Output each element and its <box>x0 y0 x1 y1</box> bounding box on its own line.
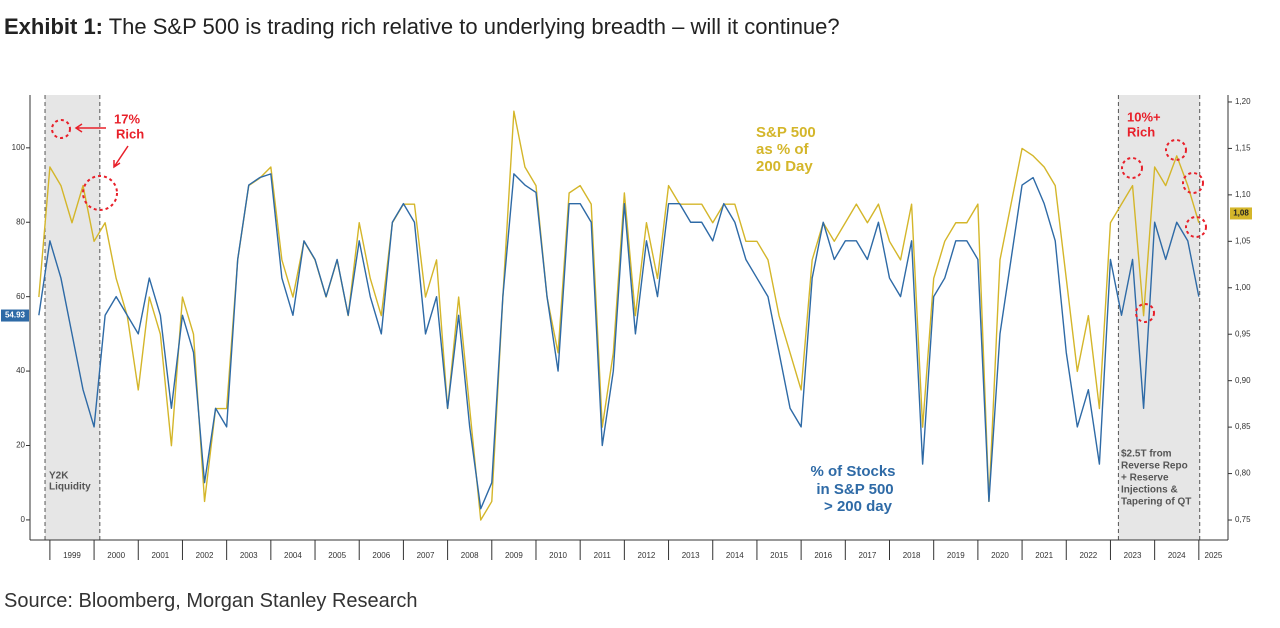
x-tick-label: 2014 <box>726 551 744 560</box>
annotation: Injections & <box>1121 485 1178 496</box>
source: Source: Bloomberg, Morgan Stanley Resear… <box>4 590 418 612</box>
x-tick-label: 2011 <box>594 551 612 560</box>
line-layer <box>38 110 1200 521</box>
arrow <box>74 123 106 133</box>
y2-tick-label: 1,10 <box>1235 190 1251 199</box>
title-bar: Exhibit 1: The S&P 500 is trading rich r… <box>4 14 840 40</box>
arrow <box>113 145 129 169</box>
y-tick-label: 20 <box>16 441 25 450</box>
shaded-region <box>1118 95 1200 540</box>
highlight-circle <box>1121 157 1143 179</box>
annotation: Reverse Repo <box>1121 461 1188 472</box>
x-tick-label: 2013 <box>682 551 700 560</box>
annotation: + Reserve <box>1121 473 1169 484</box>
title-prefix: Exhibit 1: <box>4 14 104 39</box>
x-tick-label: 2009 <box>505 551 523 560</box>
y2-tick-label: 0,80 <box>1235 469 1251 478</box>
annotation: Tapering of QT <box>1121 497 1191 508</box>
highlight-circle <box>51 119 71 139</box>
annotation: 10%+ <box>1127 109 1161 124</box>
y2-tick-label: 1,15 <box>1235 144 1251 153</box>
last-value-label: 1,08 <box>1233 209 1249 218</box>
last-value-box <box>1230 207 1252 220</box>
x-tick-label: 2006 <box>372 551 390 560</box>
annotation: Rich <box>1127 124 1155 139</box>
highlight-circle <box>1185 216 1207 238</box>
x-tick-label: 2019 <box>947 551 965 560</box>
shaded-region <box>45 95 100 540</box>
highlight-circle <box>82 175 118 211</box>
x-tick-label: 2008 <box>461 551 479 560</box>
y2-tick-label: 1,20 <box>1235 97 1251 106</box>
x-tick-label: 2001 <box>151 551 169 560</box>
shading-layer <box>44 95 1201 540</box>
x-tick-label: 2016 <box>814 551 832 560</box>
annotations <box>51 119 1207 323</box>
last-value-label: 54.93 <box>5 311 26 320</box>
y-tick-label: 40 <box>16 366 25 375</box>
highlight-circle <box>1135 303 1155 323</box>
x-tick-label: 2025 <box>1205 551 1223 560</box>
x-tick-label: 2007 <box>417 551 435 560</box>
y-tick-label: 60 <box>16 292 25 301</box>
series-line <box>38 173 1200 510</box>
x-tick-label: 2012 <box>638 551 656 560</box>
series-line <box>38 110 1200 521</box>
y-tick-label: 100 <box>12 143 26 152</box>
annotation: $2.5T from <box>1121 449 1172 460</box>
series-label: as % of <box>756 141 810 158</box>
x-tick-label: 2010 <box>549 551 567 560</box>
annotation: 17% <box>114 111 140 126</box>
x-tick-label: 2002 <box>196 551 214 560</box>
x-tick-label: 2015 <box>770 551 788 560</box>
y2-tick-label: 0,90 <box>1235 376 1251 385</box>
chart: 0 20 40 60 80 100 0,75 0,80 0,85 0,90 0,95 1,00 1,05… <box>1 95 1252 560</box>
y2-tick-label: 0,85 <box>1235 422 1251 431</box>
x-tick-label: 2017 <box>859 551 877 560</box>
y2-tick-label: 0,75 <box>1235 515 1251 524</box>
series-label: 200 Day <box>756 158 813 175</box>
series-label: S&P 500 <box>756 124 816 141</box>
series-label: % of Stocks <box>810 463 895 480</box>
x-tick-label: 2023 <box>1124 551 1142 560</box>
highlight-circle <box>1182 172 1204 194</box>
x-tick-label: 2022 <box>1079 551 1097 560</box>
annotation: Y2K <box>49 471 69 482</box>
y-tick-label: 0 <box>21 515 26 524</box>
x-tick-label: 2003 <box>240 551 258 560</box>
x-tick-label: 2020 <box>991 551 1009 560</box>
y2-tick-label: 0,95 <box>1235 329 1251 338</box>
series-label: > 200 day <box>824 498 893 515</box>
x-tick-label: 2004 <box>284 551 302 560</box>
annotation: Liquidity <box>49 482 91 493</box>
x-tick-label: 1999 <box>63 551 81 560</box>
series-label: in S&P 500 <box>816 481 893 498</box>
last-value-box <box>1 309 29 322</box>
annotation: Rich <box>116 126 144 141</box>
y2-tick-label: 1,05 <box>1235 236 1251 245</box>
x-tick-label: 2018 <box>903 551 921 560</box>
x-tick-label: 2024 <box>1168 551 1186 560</box>
y-tick-label: 80 <box>16 217 25 226</box>
title: The S&P 500 is trading rich relative to … <box>108 14 840 39</box>
highlight-circle <box>1165 139 1187 161</box>
x-tick-label: 2021 <box>1035 551 1053 560</box>
x-tick-label: 2000 <box>107 551 125 560</box>
y2-tick-label: 1,00 <box>1235 283 1251 292</box>
axis-layer: 0 20 40 60 80 100 0,75 0,80 0,85 0,90 0,95 1,00 1,05… <box>1 95 1252 560</box>
x-tick-label: 2005 <box>328 551 346 560</box>
